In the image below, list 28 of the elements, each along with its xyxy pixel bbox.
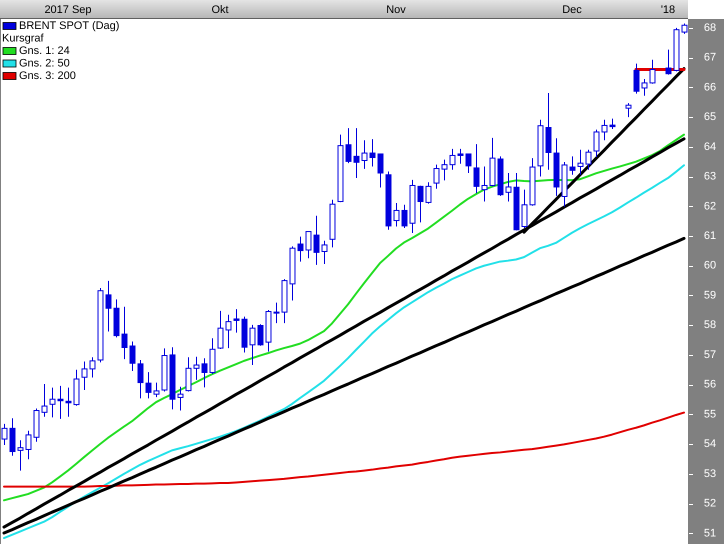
y-tick-label: 56 bbox=[704, 378, 716, 391]
y-tick-label: 68 bbox=[704, 22, 716, 34]
x-tick-label: Nov bbox=[386, 4, 406, 16]
x-tick-label: Okt bbox=[211, 4, 229, 16]
annotation: Kursgraf bbox=[2, 32, 45, 44]
y-tick-label: 52 bbox=[704, 498, 716, 510]
y-tick-label: 53 bbox=[704, 468, 716, 480]
y-tick-label: 63 bbox=[704, 170, 716, 183]
y-tick-label: 59 bbox=[704, 289, 716, 302]
x-tick-label: '18 bbox=[660, 4, 676, 16]
y-tick-label: 57 bbox=[704, 348, 716, 361]
y-tick-label: 60 bbox=[704, 260, 716, 272]
legend-label: Gns. 3: 200 bbox=[19, 70, 76, 82]
legend-label: BRENT SPOT (Dag) bbox=[19, 20, 120, 32]
y-tick-label: 66 bbox=[704, 81, 716, 94]
y-tick-label: 54 bbox=[704, 438, 716, 450]
y-tick-label: 67 bbox=[704, 52, 716, 64]
legend-label: Gns. 2: 50 bbox=[19, 58, 70, 70]
y-tick-label: 65 bbox=[704, 111, 716, 124]
x-tick-label: 2017 Sep bbox=[44, 4, 92, 16]
x-tick-label: Dec bbox=[562, 4, 582, 16]
y-tick-label: 62 bbox=[704, 200, 716, 212]
y-tick-label: 61 bbox=[704, 230, 716, 242]
y-tick-label: 58 bbox=[704, 319, 716, 332]
y-tick-label: 64 bbox=[704, 140, 716, 153]
y-tick-label: 55 bbox=[704, 408, 716, 420]
y-tick-label: 51 bbox=[704, 527, 716, 540]
legend-label: Gns. 1: 24 bbox=[19, 45, 70, 57]
